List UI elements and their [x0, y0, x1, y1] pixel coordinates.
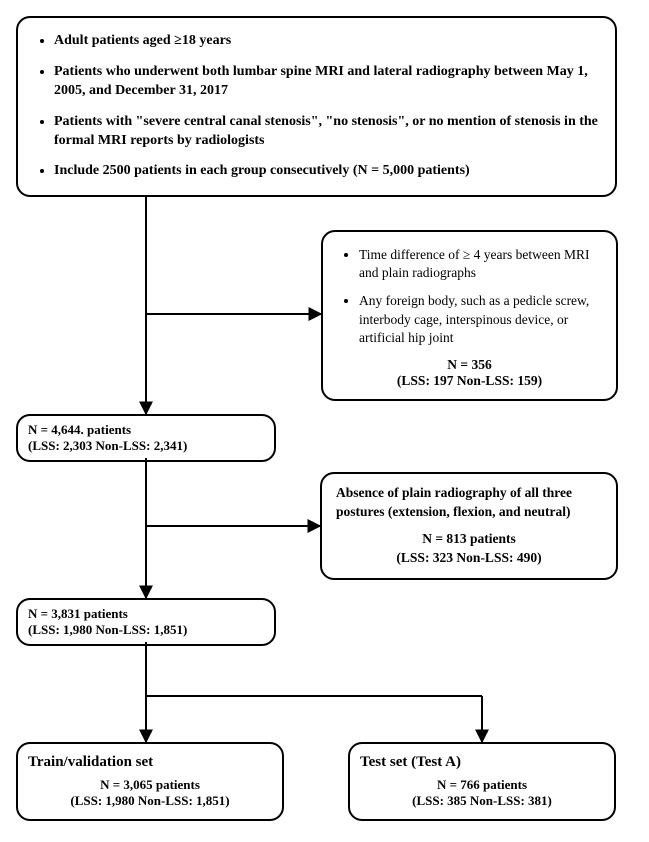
test-breakdown: (LSS: 385 Non-LSS: 381) — [360, 793, 604, 809]
inclusion-item: Patients with "severe central canal sten… — [54, 113, 601, 151]
remaining1-breakdown: (LSS: 2,303 Non-LSS: 2,341) — [28, 438, 264, 454]
exclusion1-count: N = 356 — [337, 357, 602, 373]
train-breakdown: (LSS: 1,980 Non-LSS: 1,851) — [28, 793, 272, 809]
train-title: Train/validation set — [28, 754, 272, 771]
remaining2-breakdown: (LSS: 1,980 Non-LSS: 1,851) — [28, 622, 264, 638]
exclusion2-box: Absence of plain radiography of all thre… — [320, 472, 618, 580]
inclusion-item: Include 2500 patients in each group cons… — [54, 162, 601, 181]
inclusion-list: Adult patients aged ≥18 years Patients w… — [32, 32, 601, 181]
exclusion2-breakdown: (LSS: 323 Non-LSS: 490) — [336, 549, 602, 568]
exclusion1-item: Time difference of ≥ 4 years between MRI… — [359, 246, 602, 282]
test-title: Test set (Test A) — [360, 754, 604, 771]
remaining1-count: N = 4,644. patients — [28, 422, 264, 438]
remaining2-box: N = 3,831 patients (LSS: 1,980 Non-LSS: … — [16, 598, 276, 646]
exclusion2-count: N = 813 patients — [336, 530, 602, 549]
remaining1-box: N = 4,644. patients (LSS: 2,303 Non-LSS:… — [16, 414, 276, 462]
exclusion1-box: Time difference of ≥ 4 years between MRI… — [321, 230, 618, 401]
inclusion-box: Adult patients aged ≥18 years Patients w… — [16, 16, 617, 197]
flowchart-container: Adult patients aged ≥18 years Patients w… — [16, 16, 633, 826]
exclusion1-item: Any foreign body, such as a pedicle scre… — [359, 292, 602, 347]
test-box: Test set (Test A) N = 766 patients (LSS:… — [348, 742, 616, 821]
inclusion-item: Adult patients aged ≥18 years — [54, 32, 601, 51]
remaining2-count: N = 3,831 patients — [28, 606, 264, 622]
test-count: N = 766 patients — [360, 777, 604, 793]
exclusion2-text: Absence of plain radiography of all thre… — [336, 484, 602, 522]
train-count: N = 3,065 patients — [28, 777, 272, 793]
exclusion1-breakdown: (LSS: 197 Non-LSS: 159) — [337, 373, 602, 389]
inclusion-item: Patients who underwent both lumbar spine… — [54, 63, 601, 101]
train-box: Train/validation set N = 3,065 patients … — [16, 742, 284, 821]
exclusion1-list: Time difference of ≥ 4 years between MRI… — [337, 246, 602, 347]
